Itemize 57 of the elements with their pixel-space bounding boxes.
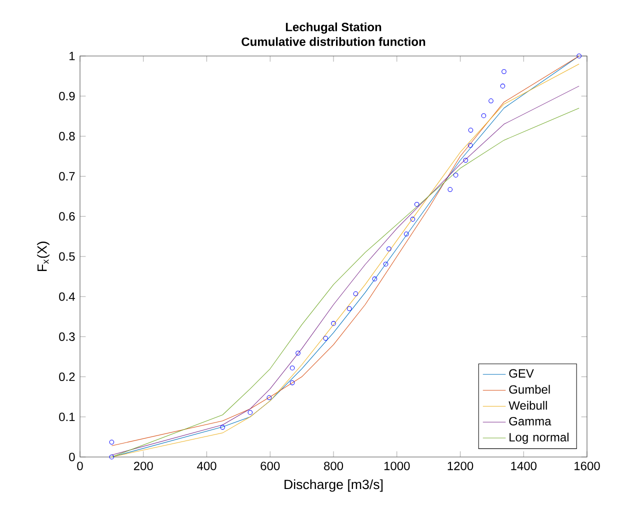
legend-label: GEV xyxy=(509,369,534,378)
point xyxy=(500,84,506,88)
point xyxy=(290,366,295,370)
y-tick-label: 0.7 xyxy=(59,172,75,181)
point xyxy=(109,454,114,460)
point xyxy=(109,440,114,445)
point xyxy=(576,54,582,58)
point xyxy=(346,306,352,312)
x-tick-label: 1400 xyxy=(511,462,537,470)
point xyxy=(266,395,272,400)
x-tick-label: 0 xyxy=(77,462,83,470)
point xyxy=(453,172,458,178)
x-tick-label: 800 xyxy=(324,462,344,470)
y-tick-label: 0.9 xyxy=(59,92,75,100)
point xyxy=(248,410,253,415)
legend-label: Gamma xyxy=(509,416,552,426)
x-tick-label: 600 xyxy=(260,462,280,470)
legend-label: Gumbel xyxy=(509,384,550,394)
y-tick-label: 0.3 xyxy=(59,332,75,341)
chart-title: Lechugal Station xyxy=(286,22,382,34)
point xyxy=(353,291,358,296)
point xyxy=(502,69,506,74)
point xyxy=(296,350,300,356)
point xyxy=(386,246,392,252)
point xyxy=(481,113,486,118)
y-axis-title: F$_{x}$(X) xyxy=(37,242,50,272)
point xyxy=(468,128,474,133)
chart-subtitle: Cumulative distribution function xyxy=(242,37,426,46)
x-tick-label: 200 xyxy=(134,462,153,470)
y-tick-label: 0 xyxy=(69,452,75,462)
x-tick-label: 1000 xyxy=(384,462,410,470)
point xyxy=(410,216,416,222)
y-tick-label: 0.1 xyxy=(59,412,75,422)
point xyxy=(448,187,453,192)
y-tick-label: 0.6 xyxy=(59,212,75,221)
point xyxy=(220,424,225,430)
y-tick-label: 1 xyxy=(70,52,75,60)
point xyxy=(463,158,468,163)
legend-label: Weibull xyxy=(508,400,547,410)
y-tick-label: 0.2 xyxy=(59,372,75,382)
legend-label: Log normal xyxy=(510,432,568,444)
point xyxy=(404,232,409,236)
y-tick-label: 0.4 xyxy=(59,292,75,301)
x-tick-label: 1600 xyxy=(574,462,600,470)
point xyxy=(414,202,420,207)
point xyxy=(323,336,328,341)
x-axis-title: Discharge [m3/s] xyxy=(284,479,383,492)
point xyxy=(468,143,473,148)
point xyxy=(290,380,295,386)
point xyxy=(488,98,494,104)
x-tick-label: 1200 xyxy=(448,462,474,470)
point xyxy=(372,276,378,282)
x-tick-label: 400 xyxy=(197,462,216,470)
y-tick-label: 0.5 xyxy=(59,252,75,261)
point xyxy=(383,262,388,267)
point xyxy=(331,321,336,326)
y-tick-label: 0.8 xyxy=(59,132,75,140)
